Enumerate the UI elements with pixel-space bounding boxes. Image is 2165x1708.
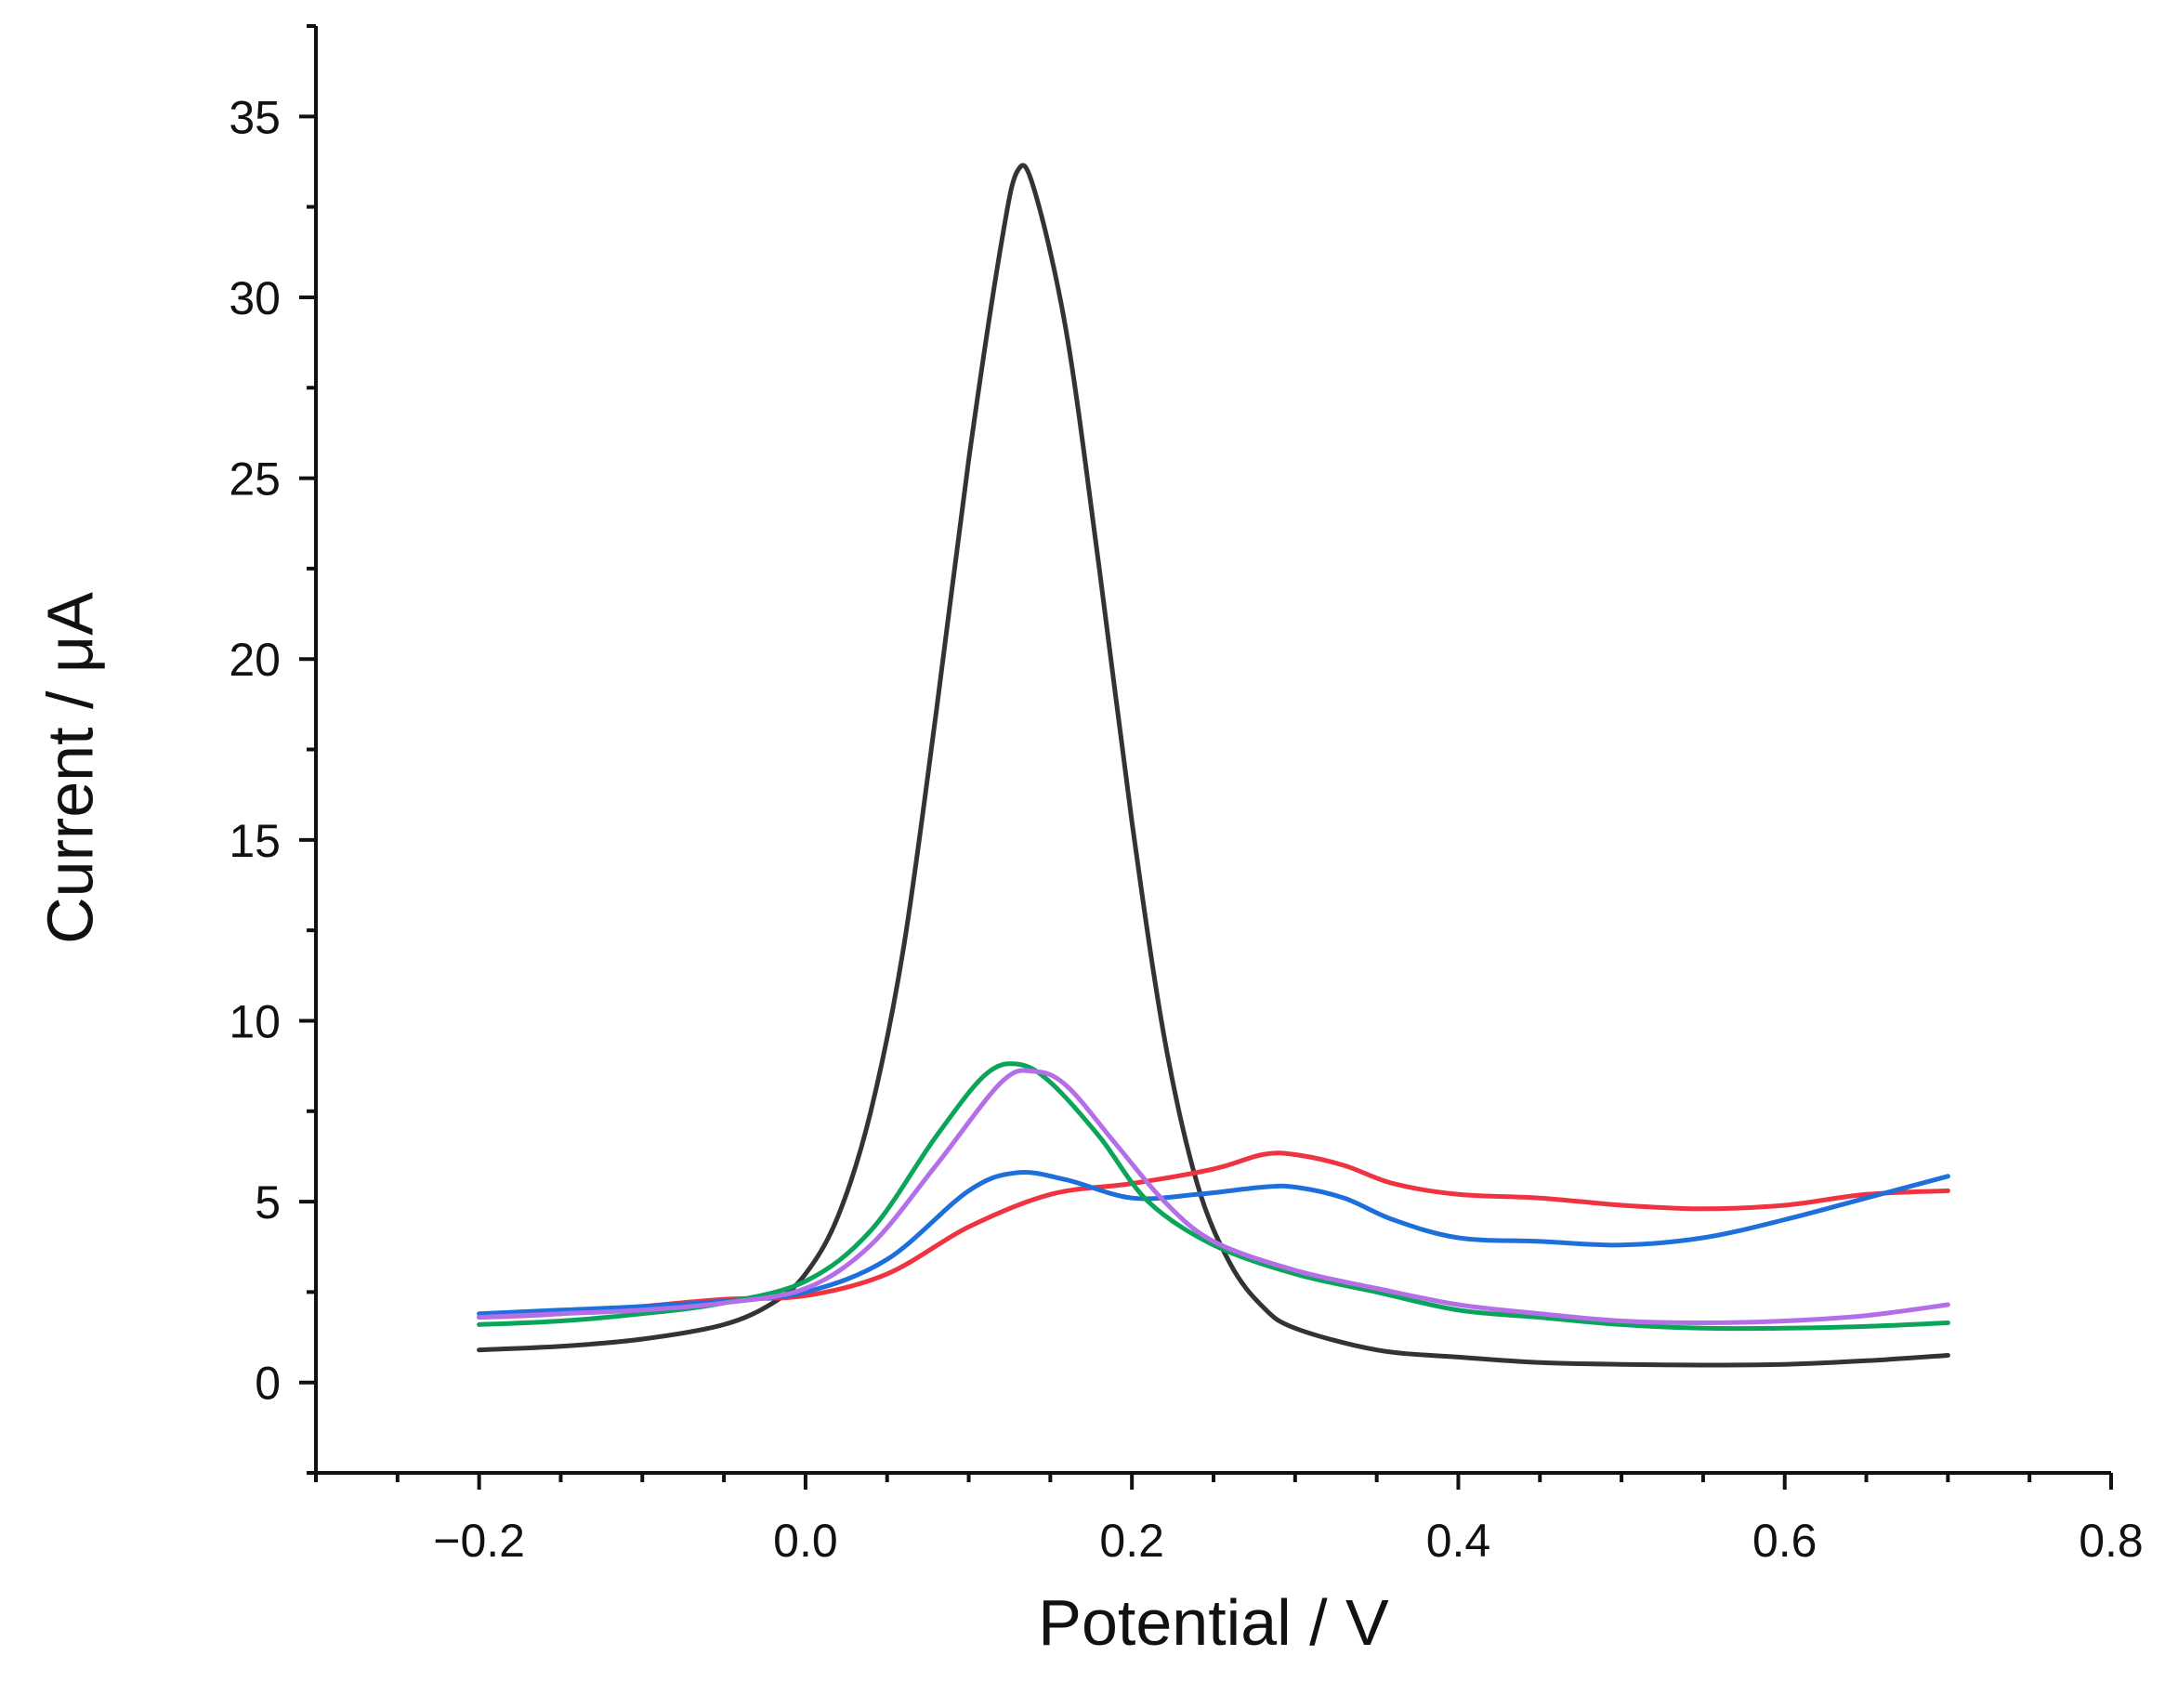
y-tick-label: 35 — [229, 91, 281, 143]
x-tick-label: 0.4 — [1426, 1515, 1491, 1567]
x-tick-label: 0.6 — [1752, 1515, 1817, 1567]
series-line-green — [477, 1061, 1950, 1332]
y-tick-label: 0 — [255, 1358, 281, 1410]
y-tick-label: 20 — [229, 634, 281, 686]
series-line-purple — [477, 1068, 1950, 1325]
y-tick-label: 30 — [229, 272, 281, 324]
series-group — [477, 163, 1950, 1368]
x-tick-label: −0.2 — [433, 1515, 525, 1567]
x-axis-title: Potential / V — [1038, 1586, 1389, 1659]
y-tick-label: 5 — [255, 1176, 281, 1228]
x-tick-label: 0.8 — [2079, 1515, 2144, 1567]
x-tick-label: 0.0 — [773, 1515, 838, 1567]
y-tick-label: 25 — [229, 453, 281, 506]
x-tick-label: 0.2 — [1099, 1515, 1164, 1567]
y-axis-ticks: 0 5 10 15 20 25 30 35 — [229, 24, 316, 1475]
y-tick-label: 15 — [229, 815, 281, 867]
y-tick-label: 10 — [229, 995, 281, 1047]
x-axis-ticks: −0.2 0.0 0.2 0.4 0.6 0.8 — [314, 1473, 2144, 1567]
series-line-black — [477, 163, 1950, 1368]
y-axis-title: Current / μA — [34, 592, 107, 944]
